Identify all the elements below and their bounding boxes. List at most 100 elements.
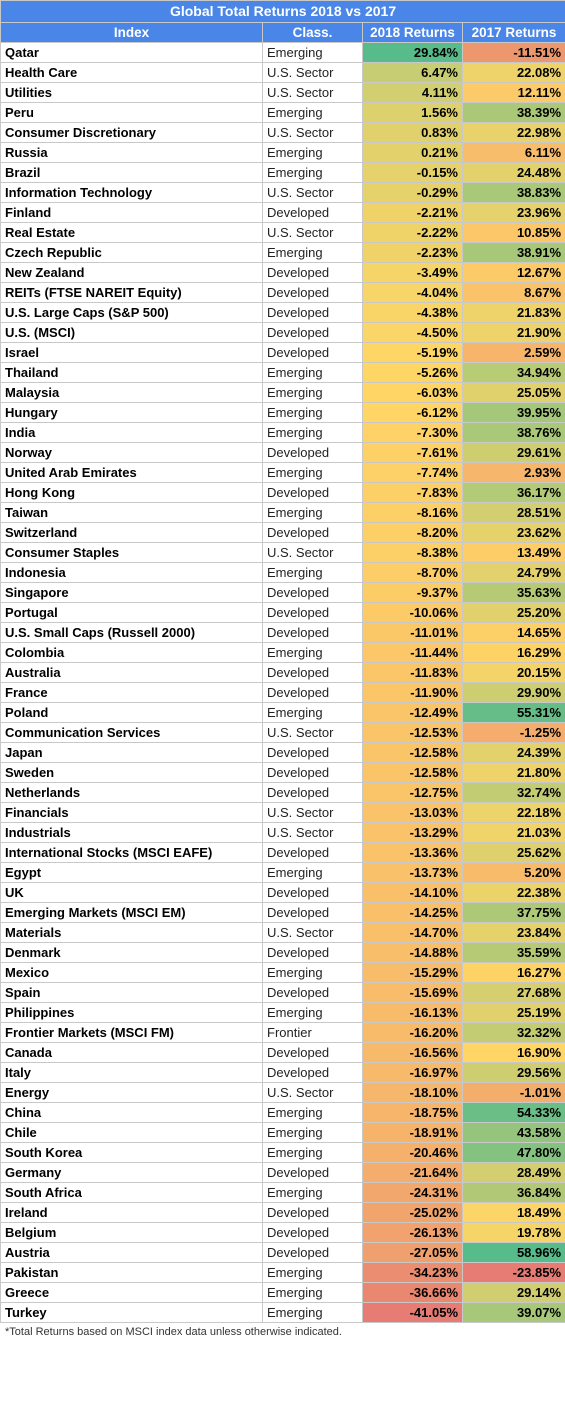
return-2018-cell: -8.70% <box>362 562 463 583</box>
class-cell: Emerging <box>262 242 363 263</box>
class-cell: U.S. Sector <box>262 82 363 103</box>
header-2018-returns: 2018 Returns <box>362 22 463 43</box>
return-2018-cell: -7.83% <box>362 482 463 503</box>
table-row: Information Technology U.S. Sector -0.29% 3… <box>0 182 565 203</box>
return-2017-cell: 21.80% <box>461 762 565 783</box>
index-name-cell: Pakistan <box>0 1262 263 1283</box>
table-row: Israel Developed -5.19% 2.59% <box>0 342 565 363</box>
index-name-cell: UK <box>0 882 263 903</box>
index-name-cell: Singapore <box>0 582 263 603</box>
return-2017-cell: 23.84% <box>461 922 565 943</box>
class-cell: Developed <box>262 482 363 503</box>
return-2018-cell: -24.31% <box>362 1182 463 1203</box>
return-2017-cell: 24.48% <box>461 162 565 183</box>
table-row: Frontier Markets (MSCI FM) Frontier -16.20… <box>0 1022 565 1043</box>
class-cell: Emerging <box>262 1182 363 1203</box>
table-row: Finland Developed -2.21% 23.96% <box>0 202 565 223</box>
return-2018-cell: -13.03% <box>362 802 463 823</box>
header-2017-returns: 2017 Returns <box>461 22 565 43</box>
return-2017-cell: 29.90% <box>461 682 565 703</box>
return-2017-cell: 28.51% <box>461 502 565 523</box>
index-name-cell: Brazil <box>0 162 263 183</box>
index-name-cell: Energy <box>0 1082 263 1103</box>
table-row: International Stocks (MSCI EAFE) Develope… <box>0 842 565 863</box>
return-2018-cell: -18.91% <box>362 1122 463 1143</box>
table-row: Hungary Emerging -6.12% 39.95% <box>0 402 565 423</box>
index-name-cell: China <box>0 1102 263 1123</box>
return-2017-cell: 2.59% <box>461 342 565 363</box>
returns-table: Global Total Returns 2018 vs 2017 Index … <box>0 0 565 1323</box>
table-row: South Africa Emerging -24.31% 36.84% <box>0 1182 565 1203</box>
return-2018-cell: -16.13% <box>362 1002 463 1023</box>
index-name-cell: Ireland <box>0 1202 263 1223</box>
table-row: Germany Developed -21.64% 28.49% <box>0 1162 565 1183</box>
index-name-cell: Qatar <box>0 42 263 63</box>
table-body: Qatar Emerging 29.84% -11.51% Health Care U.S… <box>0 42 565 1323</box>
index-name-cell: Indonesia <box>0 562 263 583</box>
return-2018-cell: -34.23% <box>362 1262 463 1283</box>
return-2018-cell: -26.13% <box>362 1222 463 1243</box>
return-2017-cell: 37.75% <box>461 902 565 923</box>
class-cell: Emerging <box>262 962 363 983</box>
table-row: China Emerging -18.75% 54.33% <box>0 1102 565 1123</box>
return-2018-cell: -12.49% <box>362 702 463 723</box>
table-row: Taiwan Emerging -8.16% 28.51% <box>0 502 565 523</box>
index-name-cell: Australia <box>0 662 263 683</box>
return-2017-cell: 22.98% <box>461 122 565 143</box>
class-cell: Developed <box>262 602 363 623</box>
class-cell: Emerging <box>262 382 363 403</box>
class-cell: Emerging <box>262 642 363 663</box>
table-row: Philippines Emerging -16.13% 25.19% <box>0 1002 565 1023</box>
class-cell: Developed <box>262 762 363 783</box>
class-cell: U.S. Sector <box>262 542 363 563</box>
return-2018-cell: -11.01% <box>362 622 463 643</box>
class-cell: Emerging <box>262 1002 363 1023</box>
return-2018-cell: 29.84% <box>362 42 463 63</box>
index-name-cell: Sweden <box>0 762 263 783</box>
table-row: Portugal Developed -10.06% 25.20% <box>0 602 565 623</box>
class-cell: Emerging <box>262 1302 363 1323</box>
return-2017-cell: 39.95% <box>461 402 565 423</box>
class-cell: Developed <box>262 322 363 343</box>
return-2017-cell: 35.59% <box>461 942 565 963</box>
table-row: Health Care U.S. Sector 6.47% 22.08% <box>0 62 565 83</box>
index-name-cell: France <box>0 682 263 703</box>
class-cell: Developed <box>262 842 363 863</box>
table-row: Denmark Developed -14.88% 35.59% <box>0 942 565 963</box>
return-2018-cell: -13.36% <box>362 842 463 863</box>
return-2018-cell: -4.50% <box>362 322 463 343</box>
return-2018-cell: -12.58% <box>362 762 463 783</box>
return-2017-cell: 19.78% <box>461 1222 565 1243</box>
return-2018-cell: -21.64% <box>362 1162 463 1183</box>
table-row: Utilities U.S. Sector 4.11% 12.11% <box>0 82 565 103</box>
class-cell: Developed <box>262 1222 363 1243</box>
table-row: New Zealand Developed -3.49% 12.67% <box>0 262 565 283</box>
return-2017-cell: 54.33% <box>461 1102 565 1123</box>
class-cell: Developed <box>262 262 363 283</box>
class-cell: Developed <box>262 902 363 923</box>
class-cell: Developed <box>262 442 363 463</box>
return-2017-cell: 25.62% <box>461 842 565 863</box>
return-2018-cell: -2.21% <box>362 202 463 223</box>
table-row: India Emerging -7.30% 38.76% <box>0 422 565 443</box>
return-2017-cell: 25.19% <box>461 1002 565 1023</box>
table-row: Sweden Developed -12.58% 21.80% <box>0 762 565 783</box>
index-name-cell: Mexico <box>0 962 263 983</box>
return-2018-cell: 4.11% <box>362 82 463 103</box>
table-row: Pakistan Emerging -34.23% -23.85% <box>0 1262 565 1283</box>
class-cell: Emerging <box>262 422 363 443</box>
return-2018-cell: -14.88% <box>362 942 463 963</box>
table-row: Chile Emerging -18.91% 43.58% <box>0 1122 565 1143</box>
table-row: Financials U.S. Sector -13.03% 22.18% <box>0 802 565 823</box>
return-2018-cell: -6.03% <box>362 382 463 403</box>
return-2017-cell: 13.49% <box>461 542 565 563</box>
return-2018-cell: -2.22% <box>362 222 463 243</box>
class-cell: Emerging <box>262 502 363 523</box>
class-cell: Developed <box>262 982 363 1003</box>
index-name-cell: Malaysia <box>0 382 263 403</box>
return-2018-cell: -18.10% <box>362 1082 463 1103</box>
class-cell: U.S. Sector <box>262 182 363 203</box>
table-row: Netherlands Developed -12.75% 32.74% <box>0 782 565 803</box>
index-name-cell: United Arab Emirates <box>0 462 263 483</box>
index-name-cell: U.S. Small Caps (Russell 2000) <box>0 622 263 643</box>
